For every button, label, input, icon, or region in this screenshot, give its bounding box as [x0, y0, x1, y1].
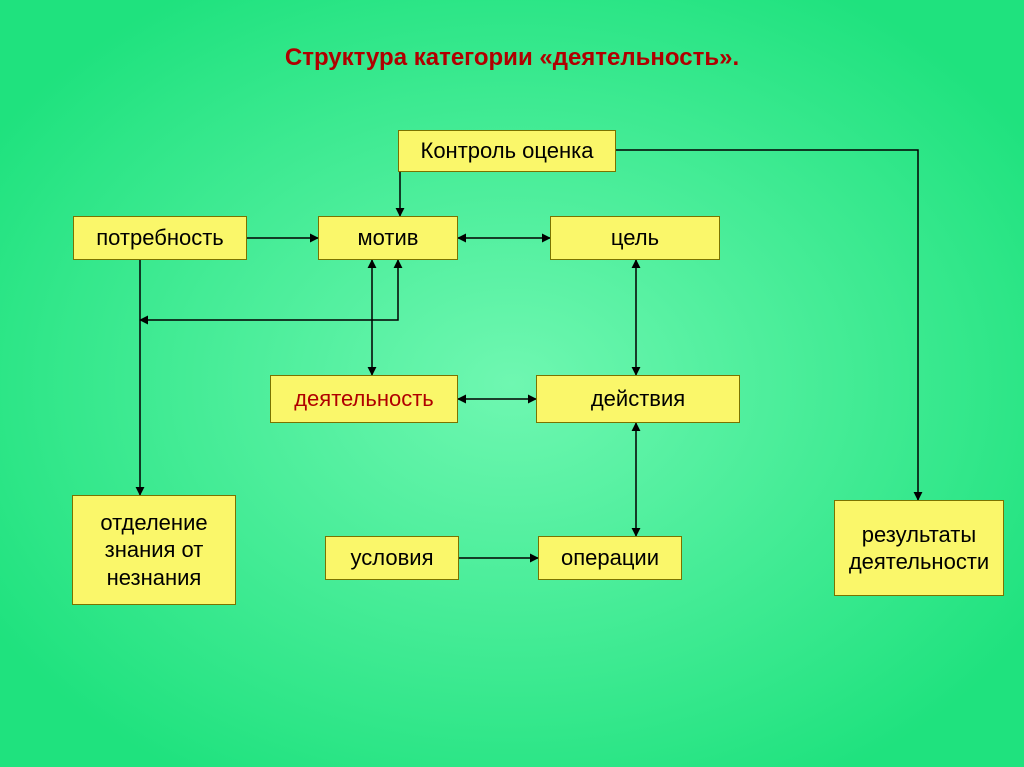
node-control: Контроль оценка [398, 130, 616, 172]
edge-motive-need-branch [140, 260, 398, 320]
node-activity: деятельность [270, 375, 458, 423]
edges-layer [0, 0, 1024, 767]
diagram-canvas: Структура категории «деятельность». Конт… [0, 0, 1024, 767]
node-motive: мотив [318, 216, 458, 260]
node-operations: операции [538, 536, 682, 580]
diagram-title: Структура категории «деятельность». [0, 44, 1024, 72]
node-need: потребность [73, 216, 247, 260]
edge-control-results [616, 150, 918, 500]
node-goal: цель [550, 216, 720, 260]
node-actions: действия [536, 375, 740, 423]
node-conditions: условия [325, 536, 459, 580]
node-separation: отделение знания от незнания [72, 495, 236, 605]
node-results: результаты деятельности [834, 500, 1004, 596]
